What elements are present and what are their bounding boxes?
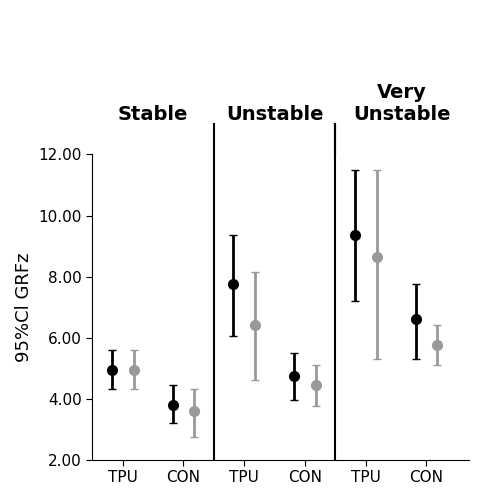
Text: Stable: Stable (118, 105, 188, 124)
Text: Unstable: Unstable (226, 105, 323, 124)
Text: Very
Unstable: Very Unstable (353, 83, 451, 124)
Y-axis label: 95%Cl GRFz: 95%Cl GRFz (15, 252, 33, 362)
